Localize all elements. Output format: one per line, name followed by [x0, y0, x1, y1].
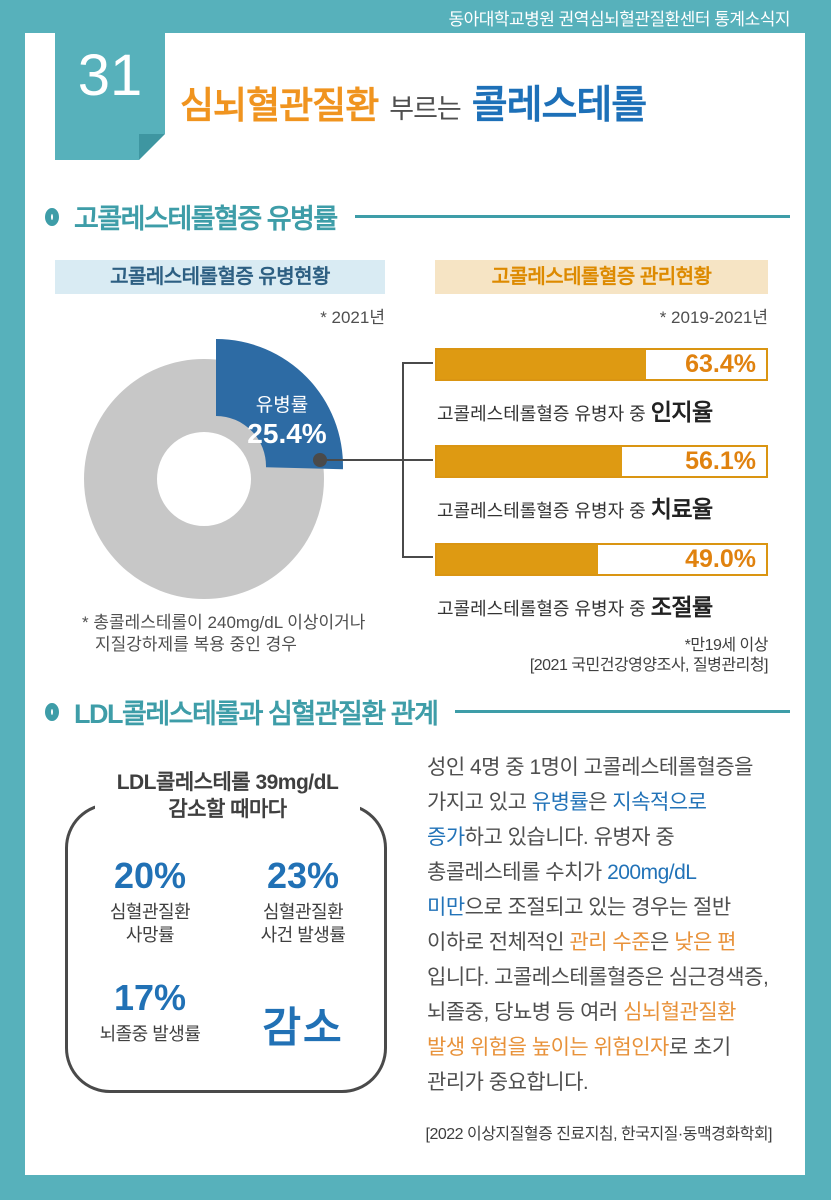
paragraph-line: 증가하고 있습니다. 유병자 중: [427, 826, 675, 849]
donut-footnote-line2: 지질강하제를 복용 중인 경우: [95, 635, 297, 654]
control-bar-fill: [437, 545, 599, 574]
paragraph-line: 이하로 전체적인 관리 수준은 낮은 편: [427, 931, 736, 954]
section-rule: [455, 710, 790, 713]
section1-heading: 고콜레스테롤혈증 유병률: [45, 197, 790, 236]
section2-heading: LDL콜레스테롤과 심혈관질환 관계: [45, 692, 790, 731]
prevalence-year-note: * 2021년: [320, 308, 385, 327]
donut-slice-value: 25.4%: [247, 418, 326, 449]
awareness-bar: 63.4%: [435, 348, 768, 381]
section1-title: 고콜레스테롤혈증 유병률: [74, 204, 338, 234]
citation-note: [2022 이상지질혈증 진료지침, 한국지질·동맥경화학회]: [425, 1126, 773, 1143]
treatment-bar: 56.1%: [435, 445, 768, 478]
stat-cvd-events: 23% 심혈관질환 사건 발생률: [228, 856, 378, 947]
section-bullet-icon: [45, 207, 59, 226]
awareness-bar-value: 63.4%: [685, 350, 756, 378]
paragraph-line: 입니다. 고콜레스테롤혈증은 심근경색증,: [427, 966, 769, 989]
control-bar: 49.0%: [435, 543, 768, 576]
title-connector-text: 부르는: [389, 94, 462, 124]
ldl-box-title-line2: 감소할 때마다: [168, 798, 287, 821]
management-year-note: * 2019-2021년: [659, 308, 768, 327]
treatment-bar-desc: 고콜레스테롤혈증 유병자 중: [437, 501, 646, 521]
source-note-line2: [2021 국민건강영양조사, 질병관리청]: [529, 657, 769, 674]
control-bar-desc: 고콜레스테롤혈증 유병자 중: [437, 599, 646, 619]
awareness-bar-keyword: 인지율: [650, 399, 713, 425]
donut-footnote: * 총콜레스테롤이 240mg/dL 이상이거나 지질강하제를 복용 중인 경우: [82, 612, 365, 656]
awareness-bar-fill: [437, 350, 646, 379]
body-paragraph: 성인 4명 중 1명이 고콜레스테롤혈증을 가지고 있고 유병률은 지속적으로 …: [427, 750, 782, 1100]
stat-decrease-word: 감소: [262, 1004, 344, 1051]
section-bullet-icon: [45, 702, 59, 721]
paragraph-line: 총콜레스테롤 수치가 200mg/dL: [427, 861, 697, 884]
issue-badge: 31: [55, 0, 165, 160]
masthead-title: 동아대학교병원 권역심뇌혈관질환센터 통계소식지: [448, 10, 790, 29]
title-keyword-disease: 심뇌혈관질환: [180, 85, 379, 126]
control-bar-value: 49.0%: [685, 545, 756, 573]
control-bar-label: 고콜레스테롤혈증 유병자 중 조절률: [437, 588, 777, 622]
control-bar-keyword: 조절률: [650, 594, 713, 620]
connector-dot: [313, 453, 327, 467]
stat-value: 17%: [113, 977, 187, 1018]
paragraph-line: 가지고 있고 유병률은 지속적으로: [427, 791, 707, 814]
stat-stroke-incidence: 17% 뇌졸중 발생률: [75, 978, 225, 1046]
treatment-bar-fill: [437, 447, 622, 476]
stat-value: 20%: [113, 855, 187, 896]
paragraph-line: 미만으로 조절되고 있는 경우는 절반: [427, 896, 731, 919]
content-sheet: [25, 33, 805, 1175]
management-box-header: 고콜레스테롤혈증 관리현황: [435, 260, 768, 294]
section2-title: LDL콜레스테롤과 심혈관질환 관계: [74, 699, 439, 729]
title-keyword-cholesterol: 콜레스테롤: [471, 84, 647, 127]
prevalence-donut-chart: 유병률 25.4%: [84, 339, 344, 599]
paragraph-line: 뇌졸중, 당뇨병 등 여러 심뇌혈관질환: [427, 1001, 736, 1024]
ldl-box-title-line1: LDL콜레스테롤 39mg/dL: [116, 771, 339, 794]
connector-stub-bottom: [402, 556, 433, 558]
section-rule: [354, 215, 790, 218]
donut-remainder-ring: [84, 359, 324, 599]
source-note: *만19세 이상 [2021 국민건강영양조사, 질병관리청]: [400, 636, 769, 676]
issue-number: 31: [77, 43, 143, 108]
ldl-stats-box-title: LDL콜레스테롤 39mg/dL 감소할 때마다: [95, 769, 360, 823]
connector-stub-top: [402, 362, 433, 364]
donut-slice-label: 유병률: [256, 394, 308, 416]
stat-cvd-mortality: 20% 심혈관질환 사망률: [75, 856, 225, 947]
donut-prevalence-slice: [216, 339, 344, 470]
treatment-bar-label: 고콜레스테롤혈증 유병자 중 치료율: [437, 490, 777, 524]
awareness-bar-label: 고콜레스테롤혈증 유병자 중 인지율: [437, 393, 777, 427]
treatment-bar-value: 56.1%: [685, 447, 756, 475]
source-note-line1: *만19세 이상: [684, 637, 769, 654]
awareness-bar-desc: 고콜레스테롤혈증 유병자 중: [437, 404, 646, 424]
paragraph-line: 성인 4명 중 1명이 고콜레스테롤혈증을: [427, 756, 754, 779]
stat-label: 심혈관질환 사건 발생률: [260, 902, 346, 945]
prevalence-box-header: 고콜레스테롤혈증 유병현황: [55, 260, 385, 294]
stat-label: 심혈관질환 사망률: [109, 902, 191, 945]
page-title: 심뇌혈관질환 부르는 콜레스테롤: [180, 74, 647, 130]
donut-footnote-line1: * 총콜레스테롤이 240mg/dL 이상이거나: [82, 613, 366, 632]
stat-label: 뇌졸중 발생률: [99, 1024, 201, 1044]
connector-line-horizontal: [326, 459, 433, 461]
treatment-bar-keyword: 치료율: [650, 496, 713, 522]
connector-line-vertical: [402, 362, 404, 558]
stat-value: 23%: [266, 855, 340, 896]
paragraph-line: 관리가 중요합니다.: [427, 1071, 589, 1094]
paragraph-line: 발생 위험을 높이는 위험인자로 초기: [427, 1036, 731, 1059]
